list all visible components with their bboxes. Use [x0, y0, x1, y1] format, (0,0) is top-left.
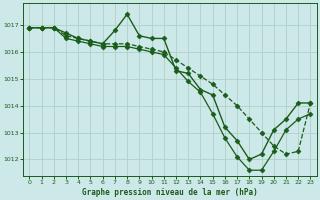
X-axis label: Graphe pression niveau de la mer (hPa): Graphe pression niveau de la mer (hPa) [82, 188, 258, 197]
